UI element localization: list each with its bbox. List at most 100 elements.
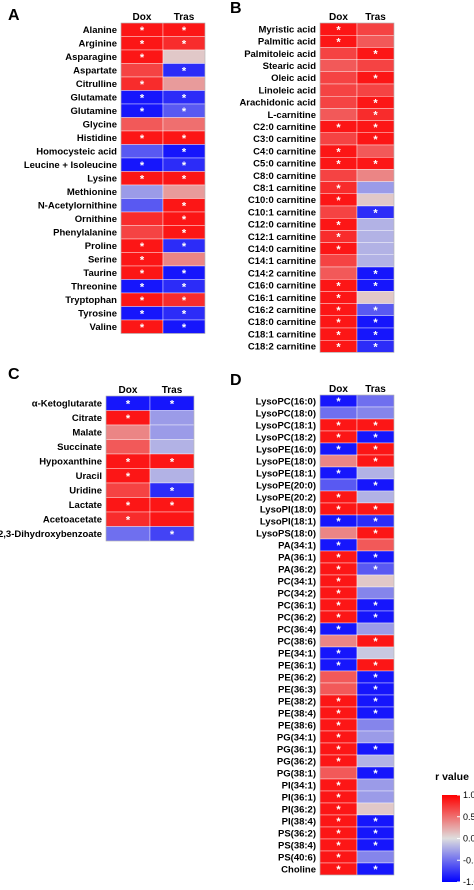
heatmap-cell — [356, 730, 395, 744]
significance-star: * — [140, 268, 145, 280]
heatmap-cell — [356, 217, 395, 231]
heatmap-cell — [319, 108, 358, 121]
row-label: C5:0 carnitine — [253, 159, 316, 170]
significance-star: * — [336, 468, 341, 480]
significance-star: * — [373, 816, 378, 828]
heatmap-cell — [149, 439, 195, 455]
heatmap-cell — [356, 802, 395, 816]
heatmap-cell — [356, 790, 395, 804]
row-label: Myristic acid — [258, 24, 316, 35]
significance-star: * — [336, 708, 341, 720]
significance-star: * — [170, 485, 175, 497]
significance-star: * — [336, 660, 341, 672]
significance-star: * — [336, 744, 341, 756]
row-label: Tyrosine — [78, 309, 117, 320]
heatmap-cell — [162, 184, 206, 199]
heatmap-cell — [120, 144, 164, 159]
significance-star: * — [373, 122, 378, 134]
row-label: C16:0 carnitine — [248, 281, 316, 292]
significance-star: * — [373, 456, 378, 468]
panel-letter: B — [230, 0, 242, 17]
significance-star: * — [140, 92, 145, 104]
significance-star: * — [336, 552, 341, 564]
column-label: Tras — [365, 12, 386, 23]
significance-star: * — [182, 227, 187, 239]
heatmap-cell — [120, 211, 164, 226]
significance-star: * — [126, 471, 131, 483]
row-label: Uridine — [69, 486, 102, 497]
significance-star: * — [373, 516, 378, 528]
significance-star: * — [336, 37, 341, 49]
significance-star: * — [182, 173, 187, 185]
panel-letter: C — [8, 366, 20, 383]
row-label: LysoPS(18:0) — [256, 528, 316, 539]
heatmap-cell — [149, 410, 195, 426]
heatmap-cell — [356, 230, 395, 243]
column-label: Tras — [162, 385, 183, 396]
row-label: Tryptophan — [65, 295, 117, 306]
row-label: PG(36:1) — [277, 744, 316, 755]
column-label: Dox — [133, 12, 152, 23]
heatmap-cell — [356, 754, 395, 768]
significance-star: * — [373, 504, 378, 516]
significance-star: * — [336, 342, 341, 354]
row-label: PI(36:2) — [282, 804, 316, 815]
heatmap-cell — [319, 205, 358, 219]
heatmap-cell — [356, 242, 395, 256]
heatmap-border — [319, 394, 395, 876]
row-label: C8:1 carnitine — [253, 183, 316, 194]
heatmap-cell — [356, 394, 395, 408]
row-label: PG(36:2) — [277, 756, 316, 767]
legend-tick-label: 1.0 — [463, 790, 474, 800]
row-label: PA(34:1) — [278, 540, 316, 551]
row-label: PC(38:6) — [277, 636, 316, 647]
heatmap-cell — [149, 511, 195, 527]
row-label: Histidine — [77, 133, 117, 144]
significance-star: * — [170, 500, 175, 512]
row-label: Phenylalanine — [53, 228, 117, 239]
row-label: C18:1 carnitine — [248, 329, 316, 340]
row-label: Lysine — [87, 174, 117, 185]
significance-star: * — [336, 720, 341, 732]
heatmap-cell — [162, 117, 206, 132]
column-label: Tras — [365, 384, 386, 395]
significance-star: * — [373, 660, 378, 672]
row-label: Glutamate — [71, 93, 117, 104]
significance-star: * — [336, 504, 341, 516]
heatmap-cell — [356, 254, 395, 268]
heatmap-cell — [356, 538, 395, 552]
heatmap-cell — [356, 144, 395, 158]
significance-star: * — [336, 756, 341, 768]
significance-star: * — [140, 160, 145, 172]
heatmap-cell — [356, 574, 395, 588]
row-label: LysoPI(18:0) — [260, 504, 316, 515]
heatmap-cell — [319, 47, 358, 60]
significance-star: * — [140, 254, 145, 266]
row-label: LysoPC(18:2) — [256, 432, 316, 443]
heatmap-cell — [319, 71, 358, 85]
significance-star: * — [336, 792, 341, 804]
significance-star: * — [140, 173, 145, 185]
row-label: Oleic acid — [271, 73, 316, 84]
significance-star: * — [182, 241, 187, 253]
significance-star: * — [140, 79, 145, 91]
row-label: LysoPI(18:1) — [260, 516, 316, 527]
legend-color-bar — [442, 795, 460, 882]
heatmap-cell — [356, 83, 395, 97]
row-label: C10:0 carnitine — [248, 195, 316, 206]
heatmap-cell — [319, 682, 358, 696]
significance-star: * — [336, 612, 341, 624]
column-label: Dox — [329, 12, 348, 23]
significance-star: * — [336, 540, 341, 552]
significance-star: * — [336, 244, 341, 256]
heatmap-cell — [356, 193, 395, 207]
significance-star: * — [336, 220, 341, 232]
significance-star: * — [373, 744, 378, 756]
significance-star: * — [140, 106, 145, 118]
significance-star: * — [126, 413, 131, 425]
significance-star: * — [336, 804, 341, 816]
significance-star: * — [373, 281, 378, 293]
significance-star: * — [182, 281, 187, 293]
significance-star: * — [336, 420, 341, 432]
